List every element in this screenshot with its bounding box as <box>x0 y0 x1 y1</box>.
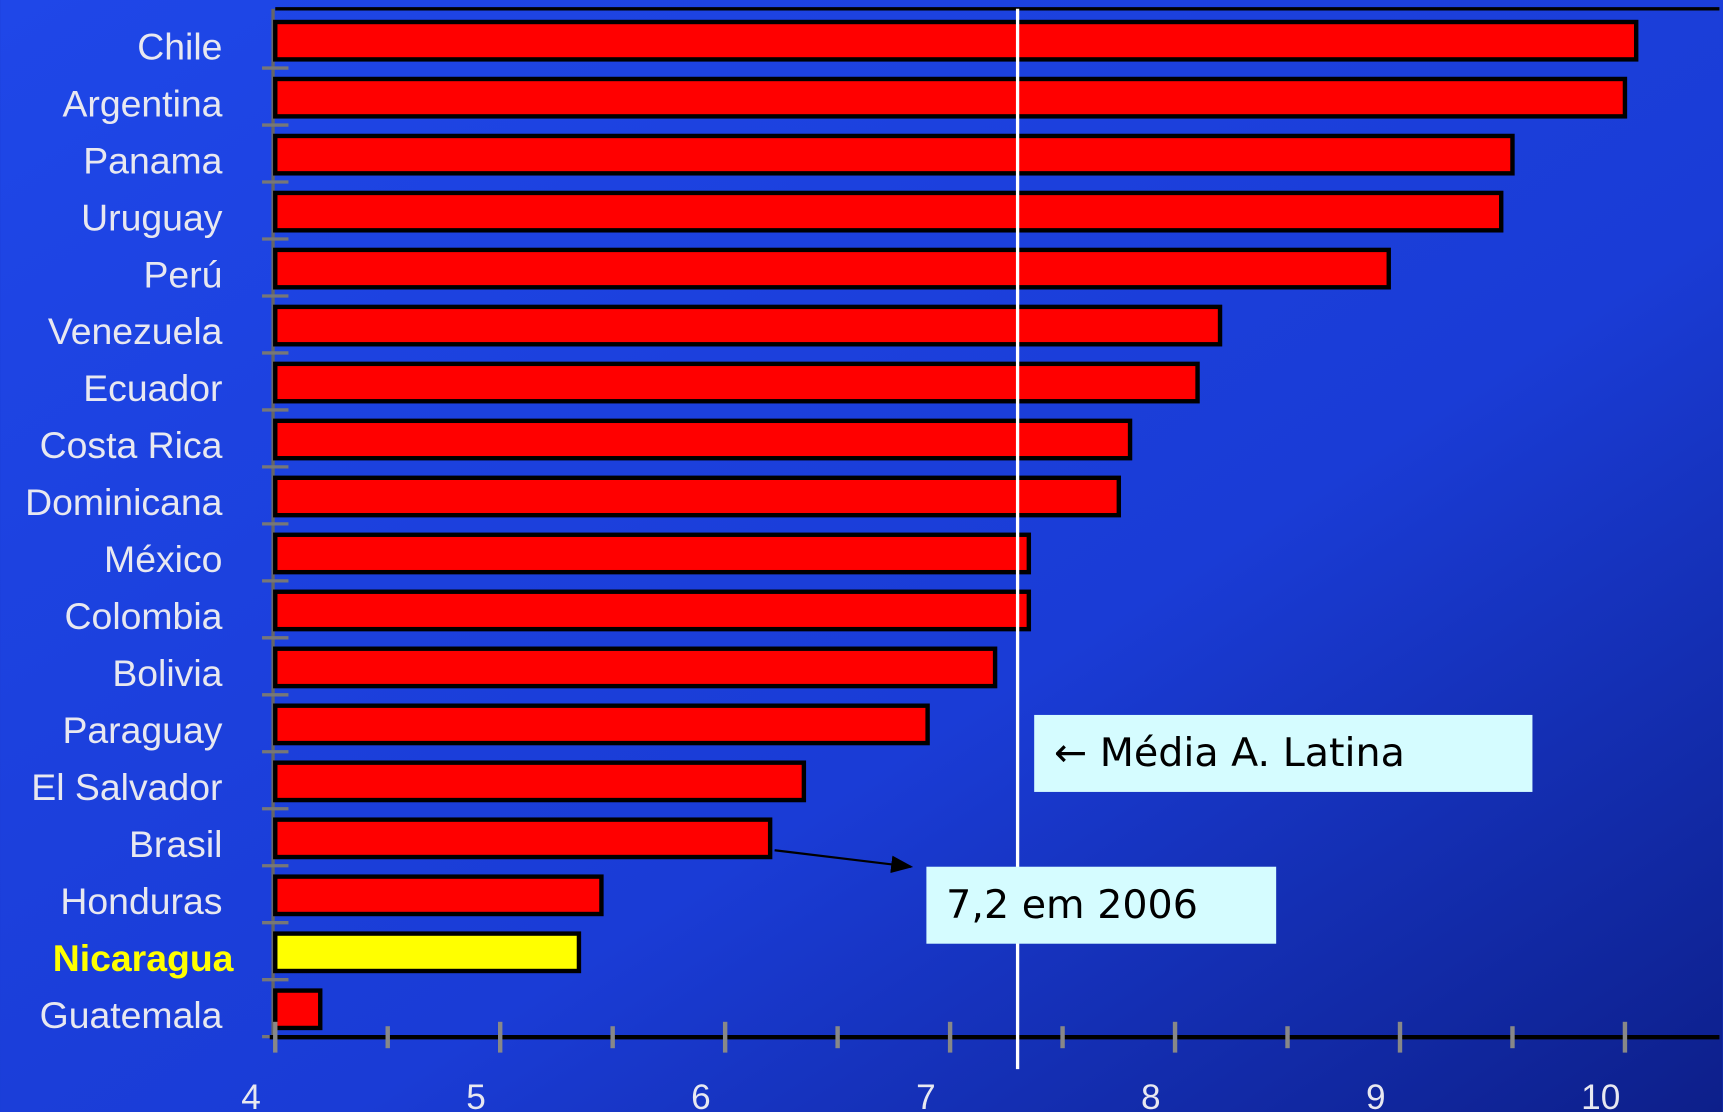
bar <box>273 532 1032 575</box>
bar <box>273 931 582 974</box>
category-label: Ecuador <box>83 367 222 409</box>
x-tick-label: 4 <box>241 1078 261 1112</box>
category-label: México <box>104 538 222 580</box>
category-label: Honduras <box>60 880 222 922</box>
x-tick-label: 10 <box>1581 1078 1620 1112</box>
bar <box>273 133 1515 176</box>
bar <box>273 247 1391 290</box>
category-label: Chile <box>137 25 222 67</box>
category-label: Brasil <box>129 823 222 865</box>
bar <box>273 418 1133 461</box>
bar <box>273 475 1122 518</box>
x-tick-label: 9 <box>1366 1078 1386 1112</box>
category-label: Colombia <box>65 595 223 637</box>
bar <box>273 760 807 803</box>
x-tick-label: 8 <box>1141 1078 1161 1112</box>
bar <box>273 361 1200 404</box>
category-label: Dominicana <box>25 481 223 523</box>
annotation-arrow <box>774 849 914 874</box>
annotation: ← Média A. Latina <box>1054 730 1405 776</box>
bar <box>273 988 323 1031</box>
category-label: Panama <box>83 139 222 181</box>
bar <box>273 304 1223 347</box>
category-label: Perú <box>144 253 223 295</box>
annotation: 7,2 em 2006 <box>946 882 1198 928</box>
category-label: Costa Rica <box>40 424 223 466</box>
annotation-box <box>1034 714 1533 792</box>
x-tick-label: 5 <box>466 1078 486 1112</box>
category-label: Uruguay <box>81 196 223 238</box>
category-label: Guatemala <box>40 994 223 1036</box>
bar <box>273 19 1639 62</box>
bar <box>273 817 773 860</box>
bar <box>273 703 930 746</box>
bar <box>273 190 1504 233</box>
category-label: Nicaragua <box>53 937 235 979</box>
bar <box>273 76 1628 119</box>
bar <box>273 589 1032 632</box>
annotation-box <box>926 866 1277 944</box>
category-label: Paraguay <box>62 709 222 751</box>
category-label: Venezuela <box>48 310 223 352</box>
bar <box>273 874 604 917</box>
category-label: Bolivia <box>112 652 222 694</box>
category-label: Argentina <box>62 82 222 124</box>
category-label: El Salvador <box>31 766 222 808</box>
x-tick-label: 7 <box>916 1078 936 1112</box>
x-tick-label: 6 <box>691 1078 711 1112</box>
bar <box>273 646 998 689</box>
